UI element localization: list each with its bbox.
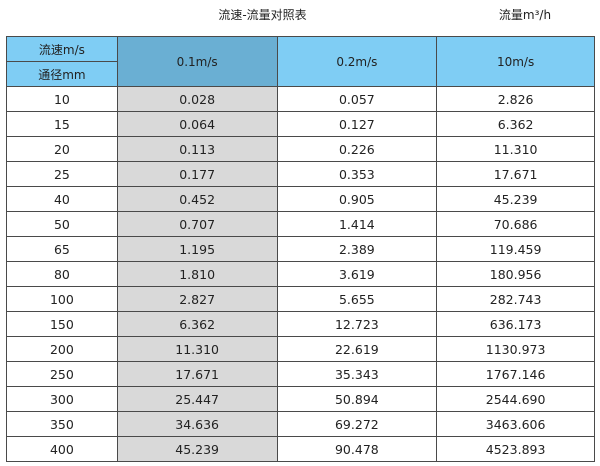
diameter-cell: 350 [6, 411, 118, 437]
flow-cell: 0.226 [276, 136, 438, 162]
velocity-flow-table: 流速m/s 0.1m/s 0.2m/s 10m/s 通径mm 10 0.028 0.… [6, 36, 595, 462]
diameter-cell: 20 [6, 136, 118, 162]
flow-cell: 3.619 [276, 261, 438, 287]
diameter-cell: 80 [6, 261, 118, 287]
flow-cell: 1767.146 [436, 361, 595, 387]
table-row: 40 0.452 0.905 45.239 [6, 186, 595, 212]
flow-cell: 5.655 [276, 286, 438, 312]
flow-cell: 17.671 [116, 361, 278, 387]
flow-cell: 69.272 [276, 411, 438, 437]
flow-cell: 45.239 [116, 436, 278, 462]
flow-cell: 0.707 [116, 211, 278, 237]
flow-cell: 0.452 [116, 186, 278, 212]
flow-cell: 0.353 [276, 161, 438, 187]
flow-cell: 12.723 [276, 311, 438, 337]
flow-cell: 4523.893 [436, 436, 595, 462]
flow-cell: 3463.606 [436, 411, 595, 437]
table-row: 400 45.239 90.478 4523.893 [6, 436, 595, 462]
table-row: 350 34.636 69.272 3463.606 [6, 411, 595, 437]
diameter-cell: 40 [6, 186, 118, 212]
column-header: 0.2m/s [276, 36, 438, 87]
column-header: 10m/s [436, 36, 595, 87]
diameter-cell: 250 [6, 361, 118, 387]
flow-cell: 119.459 [436, 236, 595, 262]
flow-cell: 70.686 [436, 211, 595, 237]
diameter-cell: 25 [6, 161, 118, 187]
table-row: 80 1.810 3.619 180.956 [6, 261, 595, 287]
column-header: 0.1m/s [116, 36, 278, 87]
diameter-cell: 10 [6, 86, 118, 112]
table-row: 300 25.447 50.894 2544.690 [6, 386, 595, 412]
diameter-cell: 150 [6, 311, 118, 337]
flow-cell: 0.177 [116, 161, 278, 187]
flow-cell: 0.113 [116, 136, 278, 162]
table-row: 20 0.113 0.226 11.310 [6, 136, 595, 162]
flow-cell: 25.447 [116, 386, 278, 412]
table-row: 200 11.310 22.619 1130.973 [6, 336, 595, 362]
flow-cell: 11.310 [116, 336, 278, 362]
flow-cell: 2.827 [116, 286, 278, 312]
flow-cell: 2.826 [436, 86, 595, 112]
flow-cell: 11.310 [436, 136, 595, 162]
flow-cell: 6.362 [436, 111, 595, 137]
flow-cell: 0.064 [116, 111, 278, 137]
diameter-header: 通径mm [6, 61, 118, 87]
diameter-cell: 200 [6, 336, 118, 362]
flow-cell: 50.894 [276, 386, 438, 412]
flow-cell: 0.905 [276, 186, 438, 212]
flow-cell: 2.389 [276, 236, 438, 262]
diameter-cell: 50 [6, 211, 118, 237]
table-row: 10 0.028 0.057 2.826 [6, 86, 595, 112]
flow-cell: 1.810 [116, 261, 278, 287]
flow-cell: 1.195 [116, 236, 278, 262]
table-row: 50 0.707 1.414 70.686 [6, 211, 595, 237]
flow-cell: 636.173 [436, 311, 595, 337]
flow-cell: 0.028 [116, 86, 278, 112]
diameter-cell: 300 [6, 386, 118, 412]
diameter-cell: 100 [6, 286, 118, 312]
flow-cell: 90.478 [276, 436, 438, 462]
flow-cell: 2544.690 [436, 386, 595, 412]
flow-cell: 1130.973 [436, 336, 595, 362]
flow-cell: 1.414 [276, 211, 438, 237]
table-row: 150 6.362 12.723 636.173 [6, 311, 595, 337]
flow-cell: 35.343 [276, 361, 438, 387]
flow-cell: 0.127 [276, 111, 438, 137]
flow-cell: 180.956 [436, 261, 595, 287]
table-row: 250 17.671 35.343 1767.146 [6, 361, 595, 387]
flow-cell: 6.362 [116, 311, 278, 337]
table-row: 25 0.177 0.353 17.671 [6, 161, 595, 187]
diameter-cell: 400 [6, 436, 118, 462]
flow-cell: 45.239 [436, 186, 595, 212]
table-title: 流速-流量对照表 [218, 8, 307, 22]
flow-cell: 17.671 [436, 161, 595, 187]
unit-label: 流量m³/h [498, 8, 552, 22]
table-row: 65 1.195 2.389 119.459 [6, 236, 595, 262]
velocity-header: 流速m/s [6, 36, 118, 62]
table-row: 100 2.827 5.655 282.743 [6, 286, 595, 312]
diameter-cell: 65 [6, 236, 118, 262]
flow-cell: 34.636 [116, 411, 278, 437]
flow-cell: 282.743 [436, 286, 595, 312]
flow-cell: 22.619 [276, 336, 438, 362]
diameter-cell: 15 [6, 111, 118, 137]
flow-cell: 0.057 [276, 86, 438, 112]
table-row: 15 0.064 0.127 6.362 [6, 111, 595, 137]
